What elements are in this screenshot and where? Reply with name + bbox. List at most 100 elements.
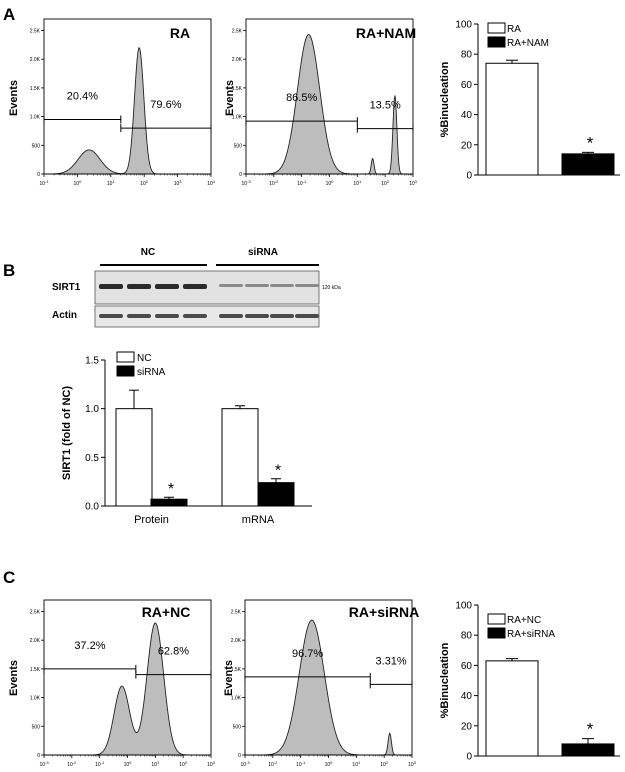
bar — [257, 482, 295, 507]
histogram-ra-nam: 0 500 1.0K 1.5K 2.0K 2.5K 10-3 10-2 10-1 100 101 10… — [224, 18, 418, 187]
histogram-y-tick-label: 1.0K — [30, 115, 41, 121]
blot-size-label: 120 kDa — [322, 285, 341, 291]
histogram-x-tick-label: 103 — [409, 179, 418, 187]
bar-y-tick-label: 0.0 — [85, 502, 99, 513]
histogram-ra-sirna: 0 500 1.0K 1.5K 2.0K 2.5K 10-3 10-2 10-1 100 101 10… — [223, 599, 419, 768]
histogram-x-tick-label: 10-2 — [67, 760, 77, 768]
histogram-x-tick-label: 100 — [74, 179, 83, 187]
histogram-y-label: Events — [8, 80, 20, 116]
histogram-curve — [43, 46, 211, 175]
gate-percent: 37.2% — [74, 640, 105, 652]
legend-swatch — [116, 351, 135, 363]
histogram-y-tick-label: 2.5K — [231, 609, 242, 615]
sirt1-band — [219, 284, 243, 287]
blot-row-actin: Actin — [52, 310, 77, 321]
legend-label: RA+siRNA — [507, 629, 555, 640]
histogram-y-tick-label: 0 — [37, 753, 40, 759]
histogram-y-tick-label: 1.5K — [231, 667, 242, 673]
bar-y-tick-label: 80 — [461, 631, 473, 642]
bar-y-tick-label: 100 — [455, 601, 472, 612]
histogram-y-tick-label: 2.0K — [30, 638, 41, 644]
actin-band — [245, 314, 269, 318]
histogram-y-tick-label: 2.0K — [232, 57, 243, 63]
histogram-y-tick-label: 2.0K — [30, 57, 41, 63]
bar-y-tick-label: 40 — [461, 110, 473, 121]
legend-label: RA — [507, 24, 521, 35]
western-blot: NC siRNA SIRT1 Actin 120 kDa — [52, 247, 341, 328]
gate-percent: 13.5% — [370, 100, 401, 112]
histogram-y-tick-label: 1.5K — [30, 86, 41, 92]
histogram-x-tick-label: 10-2 — [269, 179, 279, 187]
histogram-x-tick-label: 100 — [325, 760, 334, 768]
histogram-y-tick-label: 2.5K — [232, 28, 243, 34]
sirt1-band — [127, 284, 151, 289]
significance-star: * — [587, 133, 594, 152]
blot-group-nc: NC — [141, 247, 155, 258]
sirt1-band — [99, 284, 123, 289]
histogram-y-tick-label: 0 — [238, 753, 241, 759]
histogram-y-label: Events — [224, 80, 236, 116]
histogram-x-tick-label: 100 — [326, 179, 335, 187]
histogram-title: RA — [170, 25, 190, 41]
actin-band — [183, 314, 207, 318]
significance-star: * — [587, 720, 594, 739]
histogram-x-tick-label: 102 — [179, 760, 188, 768]
bar-y-tick-label: 20 — [461, 721, 473, 732]
histogram-y-label: Events — [223, 660, 235, 696]
histogram-x-tick-label: 101 — [107, 179, 116, 187]
bar — [485, 660, 539, 757]
legend-swatch — [487, 613, 506, 625]
sirt1-band — [295, 284, 319, 287]
histogram-ra: 0 500 1.0K 1.5K 2.0K 2.5K 10-1 100 101 102 103 104 R… — [8, 18, 216, 187]
sirt1-band — [270, 284, 294, 287]
bar-chart-c: 0 20 40 60 80 100 %Binucleation * RA+NC RA+siRNA — [439, 601, 620, 763]
bar — [221, 408, 259, 507]
histogram-ra-nc: 0 500 1.0K 1.5K 2.0K 2.5K 10-3 10-2 10-1 100 101 10… — [8, 599, 216, 768]
histogram-y-tick-label: 500 — [32, 143, 41, 149]
histogram-title: RA+siRNA — [349, 604, 419, 620]
bar-y-tick-label: 0.5 — [85, 453, 99, 464]
histogram-x-tick-label: 100 — [124, 760, 133, 768]
legend-swatch — [487, 36, 506, 48]
actin-band — [295, 314, 319, 318]
gate-percent: 3.31% — [376, 655, 407, 667]
histogram-x-tick-label: 102 — [380, 760, 389, 768]
significance-star: * — [275, 463, 281, 480]
sirt1-band — [245, 284, 269, 287]
blot-row-sirt1: SIRT1 — [52, 282, 81, 293]
histogram-x-tick-label: 101 — [352, 760, 361, 768]
actin-band — [270, 314, 294, 318]
bar-y-tick-label: 20 — [461, 140, 473, 151]
bar — [561, 743, 615, 757]
gate-percent: 62.8% — [158, 646, 189, 658]
gate-percent: 20.4% — [67, 90, 98, 102]
bar-y-label: SIRT1 (fold of NC) — [61, 386, 73, 480]
bar — [561, 153, 615, 176]
histogram-y-tick-label: 2.0K — [231, 638, 242, 644]
histogram-x-tick-label: 103 — [174, 179, 183, 187]
gate-percent: 86.5% — [286, 92, 317, 104]
histogram-x-tick-label: 101 — [353, 179, 362, 187]
actin-blot-frame — [94, 305, 320, 328]
bar-y-tick-label: 0 — [466, 171, 472, 182]
histogram-y-tick-label: 0 — [239, 172, 242, 178]
legend-label: RA+NC — [507, 615, 541, 626]
legend-label: siRNA — [137, 367, 166, 378]
sirt1-band — [155, 284, 179, 289]
bar-y-tick-label: 0 — [466, 752, 472, 763]
histogram-y-tick-label: 1.0K — [232, 115, 243, 121]
bar-chart-b: 0.0 0.5 1.0 1.5 SIRT1 (fold of NC) * * Protein m… — [61, 351, 312, 526]
histogram-x-tick-label: 10-3 — [240, 760, 250, 768]
bar-y-tick-label: 1.5 — [85, 356, 99, 367]
gate-percent: 96.7% — [292, 648, 323, 660]
histogram-title: RA+NAM — [356, 25, 416, 41]
histogram-x-tick-label: 10-1 — [39, 179, 49, 187]
bar — [485, 62, 539, 176]
histogram-x-tick-label: 104 — [207, 179, 216, 187]
histogram-x-tick-label: 10-2 — [268, 760, 278, 768]
actin-band — [155, 314, 179, 318]
histogram-x-tick-label: 102 — [381, 179, 390, 187]
significance-star: * — [168, 481, 174, 498]
bar — [115, 408, 153, 507]
